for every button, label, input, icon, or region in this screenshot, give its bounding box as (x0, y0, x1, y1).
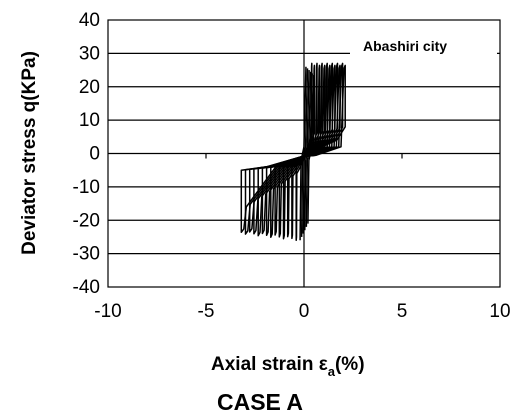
stress-strain-series (240, 62, 346, 242)
near-origin-cycle-line (305, 73, 313, 227)
case-caption: CASE A (217, 389, 303, 415)
near-origin-cycle-line (299, 66, 307, 241)
annotation-box (350, 32, 497, 60)
x-axis-label-subscript: a (328, 364, 336, 379)
x-tick-label: -10 (94, 301, 121, 322)
x-axis-label: Axial strain εa(%) (211, 354, 365, 379)
y-tick-label: 0 (89, 144, 100, 165)
y-tick-label: -10 (73, 177, 100, 198)
y-tick-label: -20 (73, 210, 100, 231)
x-tick-label: 10 (489, 301, 510, 322)
x-tick-label: 0 (299, 301, 310, 322)
annotation-label: Abashiri city (363, 38, 447, 54)
y-tick-label: 10 (79, 110, 100, 131)
axes (205, 20, 403, 287)
y-tick-label: -30 (73, 244, 100, 265)
y-tick-label: 40 (79, 10, 100, 31)
y-tick-label: 30 (79, 43, 100, 64)
x-axis-label-main: Axial strain ε (211, 354, 328, 375)
near-origin-cycle-line (307, 75, 315, 224)
x-tick-label: 5 (397, 301, 408, 322)
y-tick-label: 20 (79, 77, 100, 98)
x-tick-labels: -10 -5 0 5 10 (94, 301, 510, 322)
x-tick-label: -5 (198, 301, 215, 322)
near-origin-cycle-line (304, 71, 312, 231)
y-tick-label: -40 (73, 277, 100, 298)
x-axis-label-tail: (%) (335, 354, 365, 375)
y-tick-labels: 40 30 20 10 0 -10 -20 -30 -40 (73, 10, 100, 298)
y-axis-label: Deviator stress q(KPa) (19, 51, 40, 255)
